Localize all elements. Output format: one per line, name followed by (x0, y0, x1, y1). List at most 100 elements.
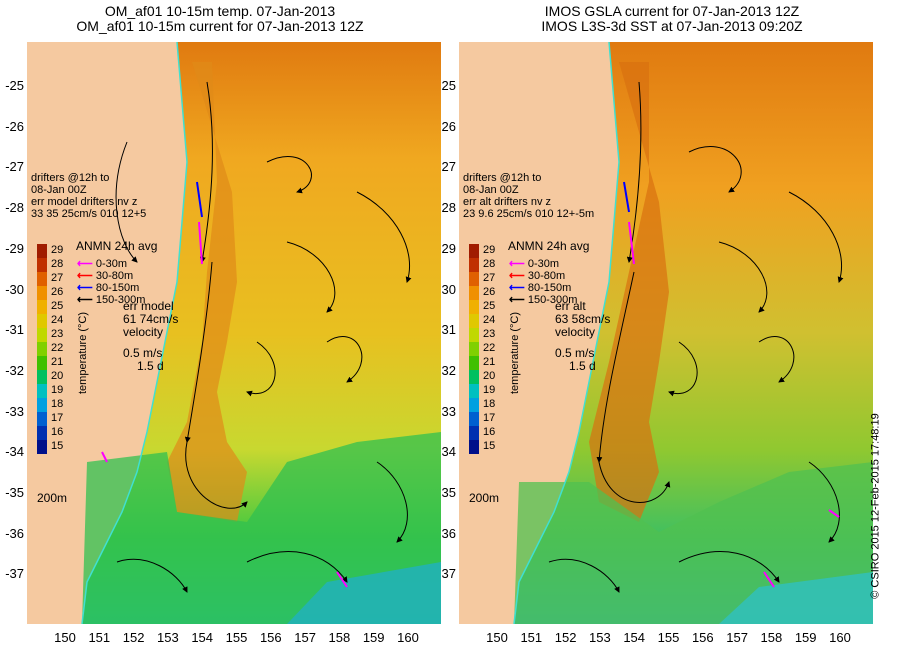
left-scale-block: 0.5 m/s 1.5 d (123, 347, 164, 373)
depth-legend-item: ⟵ 150-300m (77, 293, 145, 306)
left-title-line1: OM_af01 10-15m temp. 07-Jan-2013 (104, 3, 336, 19)
colorbar-swatch (469, 426, 479, 440)
colorbar-tick-label: 23 (51, 328, 64, 340)
colorbar-swatch (469, 342, 479, 356)
colorbar-tick-label: 21 (51, 356, 64, 368)
left-map-panel: drifters @12h to 08-Jan 00Z err model dr… (27, 42, 441, 624)
colorbar-swatch (37, 286, 47, 300)
colorbar-title: temperature (°C) (77, 311, 89, 394)
longitude-label: 153 (157, 630, 179, 645)
left-drifter-line1: drifters @12h to (31, 172, 110, 184)
latitude-label: -25 (437, 78, 456, 93)
right-drifter-info: drifters @12h to 08-Jan 00Z err alt drif… (463, 172, 594, 220)
colorbar-tick-label: 20 (51, 370, 64, 382)
colorbar-tick-label: 24 (483, 314, 496, 326)
colorbar-swatch (469, 272, 479, 286)
longitude-label: 157 (294, 630, 316, 645)
left-err-line2: 61 74cm/s (123, 312, 179, 326)
longitude-label: 159 (362, 630, 385, 645)
left-err-block: err model 61 74cm/s velocity (123, 300, 178, 339)
longitude-label: 155 (225, 630, 248, 645)
longitude-label: 152 (554, 630, 577, 645)
latitude-label: -25 (5, 78, 24, 93)
colorbar-swatch (469, 258, 479, 272)
longitude-label: 150 (486, 630, 508, 645)
longitude-label: 150 (54, 630, 76, 645)
coastline (81, 42, 188, 624)
latitude-label: -26 (437, 118, 456, 134)
right-drifter-line3: err alt drifters nv z (463, 196, 552, 208)
left-map-svg (81, 42, 441, 624)
colorbar-swatch (37, 426, 47, 440)
right-drifter-line4: 23 9.6 25cm/s 010 12+-5m (463, 208, 595, 220)
colorbar-tick-label: 23 (483, 328, 496, 340)
latitude-label: -34 (5, 444, 24, 460)
colorbar-swatch (469, 412, 479, 426)
latitude-label: -27 (437, 159, 456, 175)
cool-water-deep (287, 562, 441, 624)
colorbar-swatch (37, 328, 47, 342)
longitude-label: 159 (794, 630, 817, 645)
colorbar-tick-label: 16 (51, 426, 64, 438)
drifter-arrows (101, 181, 348, 588)
longitude-label: 153 (589, 630, 611, 645)
colorbar-swatch (37, 342, 47, 356)
left-drifter-line2: 08-Jan 00Z (31, 184, 87, 196)
colorbar-swatch (37, 356, 47, 370)
longitude-label: 156 (691, 630, 714, 645)
colorbar-swatch (469, 384, 479, 398)
longitude-label: 157 (726, 630, 748, 645)
arrow-icon: ⟵ (509, 270, 528, 282)
eac-core (589, 62, 669, 522)
left-scale-speed: 0.5 m/s (123, 346, 163, 360)
colorbar-tick-label: 21 (483, 356, 496, 368)
left-scale-time: 1.5 d (137, 359, 164, 373)
latitude-label: -32 (437, 362, 456, 378)
depth-legend-item: ⟵ 80-150m (509, 281, 571, 294)
depth-legend-item: ⟵ 30-80m (509, 269, 565, 282)
longitude-label: 154 (191, 630, 214, 645)
right-err-block: err alt 63 58cm/s velocity (555, 300, 610, 339)
longitude-label: 152 (122, 630, 145, 645)
right-title-line2: IMOS L3S-3d SST at 07-Jan-2013 09:20Z (541, 18, 803, 34)
cool-water (514, 462, 873, 624)
colorbar-swatch (469, 356, 479, 370)
colorbar-swatch (37, 300, 47, 314)
depth-legend-label: 0-30m (527, 258, 560, 270)
colorbar-tick-label: 15 (483, 440, 496, 452)
right-scale-speed: 0.5 m/s (555, 346, 595, 360)
colorbar-swatch (469, 244, 479, 258)
right-isobath-label: 200m (469, 491, 500, 505)
colorbar-tick-label: 27 (483, 272, 496, 284)
latitude-label: -34 (437, 444, 456, 460)
depth-legend-label: 30-80m (95, 270, 134, 282)
latitude-label: -31 (5, 322, 24, 338)
drifter-arrows (623, 181, 840, 588)
colorbar-swatch (37, 258, 47, 272)
latitude-label: -27 (5, 159, 24, 175)
latitude-label: -28 (5, 200, 24, 216)
longitude-label: 158 (760, 630, 783, 645)
colorbar-swatch (469, 328, 479, 342)
cool-water-deep (719, 572, 873, 624)
latitude-label: -36 (5, 525, 24, 541)
colorbar-swatch (469, 300, 479, 314)
longitude-label: 156 (259, 630, 282, 645)
colorbar-tick-label: 24 (51, 314, 64, 326)
right-scale-time: 1.5 d (569, 359, 596, 373)
colorbar-tick-label: 16 (483, 426, 496, 438)
left-velocity-label: velocity (123, 325, 164, 339)
left-err-line1: err model (123, 299, 174, 313)
current-streamlines (115, 81, 412, 593)
colorbar-swatch (469, 440, 479, 454)
right-map-panel: drifters @12h to 08-Jan 00Z err alt drif… (459, 42, 873, 624)
colorbar-tick-label: 17 (483, 412, 496, 424)
depth-legend-label: 150-300m (95, 294, 146, 306)
colorbar-tick-label: 19 (483, 384, 496, 396)
right-drifter-line2: 08-Jan 00Z (463, 184, 519, 196)
arrow-icon: ⟵ (77, 270, 96, 282)
latitude-label: -37 (437, 566, 456, 582)
colorbar-swatch (37, 440, 47, 454)
colorbar-swatch (469, 370, 479, 384)
colorbar-title: temperature (°C) (509, 311, 521, 394)
